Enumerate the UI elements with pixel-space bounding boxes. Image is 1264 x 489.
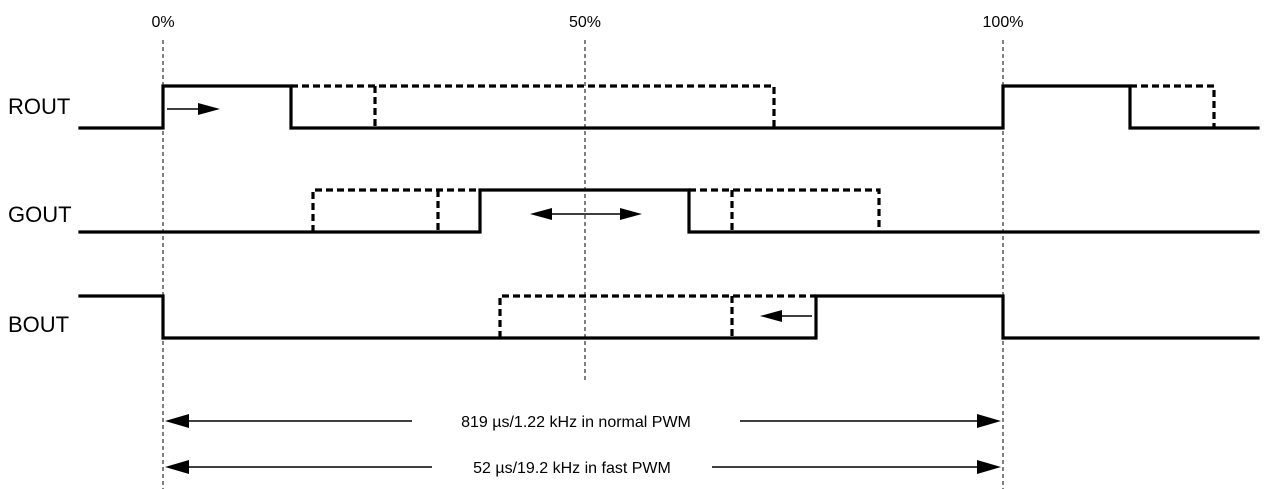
bout-solid-trace — [78, 294, 1260, 340]
fast-period-arrowhead-right — [977, 460, 1001, 474]
normal-period-text: 819 µs/1.22 kHz in normal PWM — [461, 414, 691, 431]
bout-waveform — [78, 294, 1260, 340]
rout-waveform — [78, 84, 1260, 130]
gout-waveform — [78, 188, 1260, 234]
marker-50-percent: 50% — [569, 14, 601, 31]
label-rout: ROUT — [8, 94, 70, 119]
bout-dashed-trace — [498, 294, 816, 338]
rout-arrowhead-right — [198, 103, 220, 115]
label-bout: BOUT — [8, 312, 69, 337]
normal-period-arrowhead-right — [977, 414, 1001, 428]
marker-0-percent: 0% — [151, 14, 174, 31]
label-gout: GOUT — [8, 202, 72, 227]
rout-dashed-trace-a — [291, 84, 776, 128]
rout-solid-trace — [78, 84, 1260, 130]
gout-dashed-trace-left — [311, 188, 480, 232]
normal-pwm-period: 819 µs/1.22 kHz in normal PWM — [165, 414, 1001, 431]
bout-arrowhead-left — [760, 310, 782, 322]
gout-arrowhead-left — [530, 208, 552, 220]
marker-100-percent: 100% — [983, 14, 1024, 31]
normal-period-arrowhead-left — [165, 414, 189, 428]
fast-pwm-period: 52 µs/19.2 kHz in fast PWM — [165, 460, 1001, 477]
fast-period-arrowhead-left — [165, 460, 189, 474]
gout-dashed-trace-right — [689, 188, 881, 232]
gout-arrowhead-right — [620, 208, 642, 220]
rout-dashed-trace-b — [1130, 84, 1216, 128]
fast-period-text: 52 µs/19.2 kHz in fast PWM — [473, 460, 671, 477]
gout-solid-trace — [78, 188, 1260, 234]
